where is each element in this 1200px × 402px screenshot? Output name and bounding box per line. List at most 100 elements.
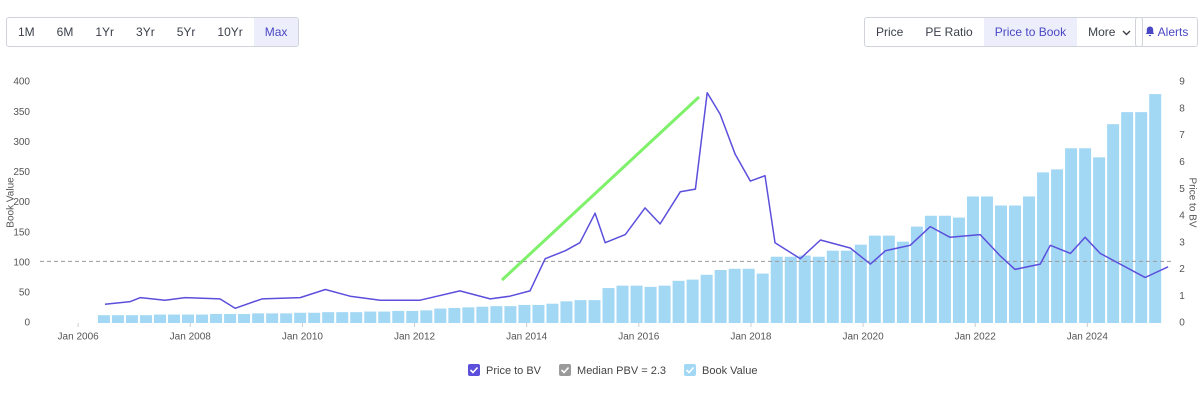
legend-checkbox [684, 364, 697, 376]
toggle-button[interactable]: PE Ratio [925, 25, 973, 39]
y-tick-label: 400 [13, 77, 30, 88]
toggle-button[interactable]: 1Yr [95, 25, 115, 39]
y-tick-label: 250 [13, 167, 30, 178]
bar [798, 255, 811, 323]
bar [714, 269, 727, 323]
legend-checkbox [559, 364, 572, 376]
bar [210, 313, 223, 323]
alerts-label: Alerts [1157, 25, 1189, 39]
bar [434, 308, 447, 323]
bar [476, 306, 489, 323]
check-mark [560, 366, 570, 374]
alerts[interactable]: Alerts [1136, 18, 1197, 46]
chevron [1122, 30, 1131, 36]
bar [1023, 196, 1036, 323]
legend: Price to BV Median PBV = 2.3 Book Value [468, 364, 757, 377]
bar [616, 285, 629, 323]
bar [532, 304, 545, 323]
bar [896, 241, 909, 323]
toggle-button[interactable]: Price to Book [983, 18, 1078, 46]
bar [826, 250, 839, 323]
bar [238, 313, 251, 323]
bar [812, 256, 825, 323]
toggle-button[interactable]: 5Yr [176, 25, 196, 39]
bar [994, 205, 1007, 323]
bar [168, 314, 181, 323]
bar [910, 226, 923, 323]
bar [966, 196, 979, 323]
bar [97, 315, 110, 323]
bar [560, 301, 573, 323]
bar [364, 311, 377, 323]
bar [336, 312, 349, 323]
x-tick-label: Jan 2010 [282, 332, 324, 343]
bell-icon [1145, 26, 1155, 37]
bar [350, 312, 363, 323]
bar [153, 314, 166, 323]
bar [182, 314, 195, 323]
y2-tick-label: 4 [1179, 211, 1185, 222]
x-tick-label: Jan 2012 [394, 332, 436, 343]
y2-tick-label: 0 [1179, 318, 1185, 329]
y-tick-label: 200 [13, 197, 30, 208]
bar [868, 235, 881, 323]
bar [952, 217, 965, 323]
bar [518, 304, 531, 323]
bar [196, 314, 209, 323]
bar [448, 307, 461, 323]
bar [700, 274, 713, 323]
bar [770, 256, 783, 323]
bar [630, 285, 643, 323]
bar [490, 306, 503, 323]
bar [882, 235, 895, 323]
bar [392, 310, 405, 323]
toggle-button[interactable]: Max [253, 18, 299, 46]
bar [1107, 124, 1120, 323]
trend-annotation [500, 95, 701, 282]
legend-label: Median PBV = 2.3 [577, 365, 666, 377]
toggle-button[interactable]: 6M [56, 25, 74, 39]
toggle-button[interactable]: More [1077, 18, 1142, 46]
y2-tick-label: 8 [1179, 103, 1185, 114]
bar [742, 268, 755, 323]
x-tick-label: Jan 2022 [955, 332, 997, 343]
bar [854, 244, 867, 323]
x-tick-label: Jan 2016 [618, 332, 660, 343]
view-selector: Price PE Ratio Price to Book More [864, 17, 1143, 47]
y2-tick-label: 6 [1179, 157, 1185, 168]
x-tick-label: Jan 2018 [730, 332, 772, 343]
bar [728, 268, 741, 323]
bar [1135, 112, 1148, 323]
bar [672, 280, 685, 323]
bar [658, 285, 671, 323]
bar [504, 306, 517, 323]
bar [378, 311, 391, 323]
bar [1149, 94, 1162, 323]
toggle-button[interactable]: 1M [18, 25, 35, 39]
bar [139, 315, 152, 323]
y-tick-label: 50 [19, 288, 31, 299]
y-tick-label: 350 [13, 107, 30, 118]
bar [420, 310, 433, 323]
legend-label: Book Value [702, 365, 757, 377]
check-mark [469, 366, 479, 374]
y2-tick-label: 5 [1179, 184, 1185, 195]
bar [980, 196, 993, 323]
bar [1009, 205, 1022, 323]
bar [462, 307, 475, 323]
bar [1065, 148, 1078, 323]
bar [938, 215, 951, 323]
x-tick-label: Jan 2008 [170, 332, 212, 343]
toggle-button[interactable]: 10Yr [217, 25, 243, 39]
bar [1051, 169, 1064, 323]
bar [406, 310, 419, 323]
y2-tick-label: 7 [1179, 130, 1185, 141]
alerts-button[interactable]: Alerts [1135, 17, 1199, 47]
range-selector: 1M 6M 1Yr 3Yr 5Yr 10Yr Max [6, 17, 300, 47]
bar [686, 279, 699, 323]
toggle-button[interactable]: Price [876, 25, 904, 39]
x-tick-label: Jan 2014 [506, 332, 548, 343]
toggle-button[interactable]: 3Yr [136, 25, 155, 39]
bar [125, 315, 138, 323]
